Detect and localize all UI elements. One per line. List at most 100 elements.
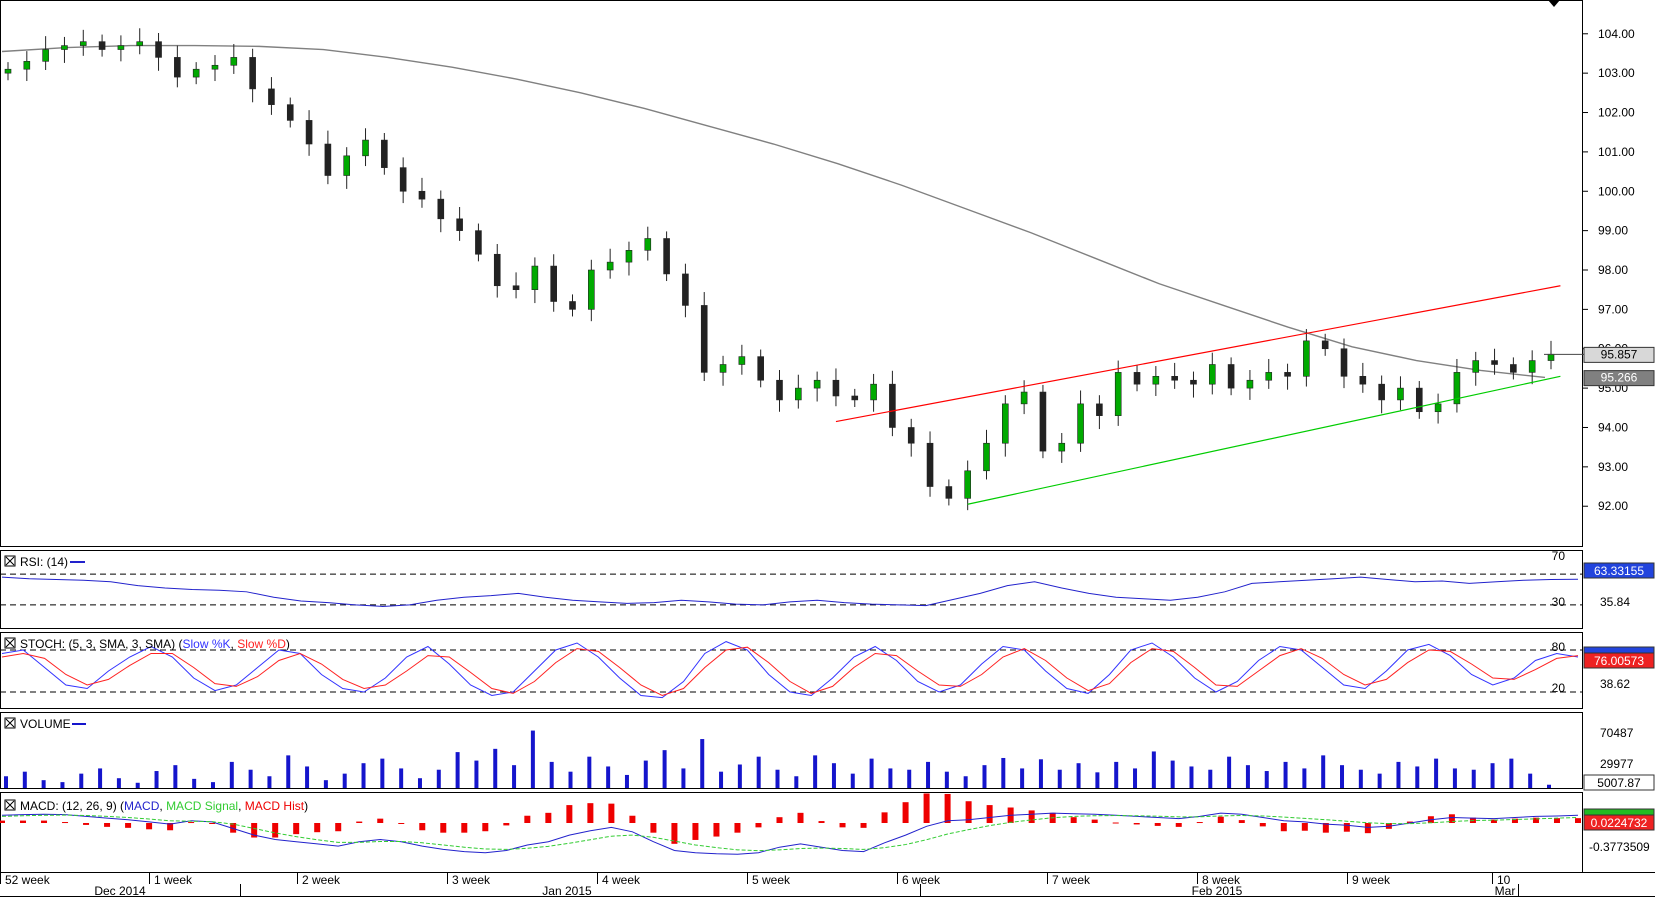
macd-hist-bar — [1343, 823, 1350, 832]
volume-bar — [436, 769, 441, 788]
volume-bar — [907, 769, 912, 788]
candle-body — [493, 253, 501, 287]
rsi-level-70: 70 — [1552, 549, 1566, 563]
macd-legend-hist: MACD Hist — [245, 799, 305, 813]
volume-bar — [1189, 766, 1194, 788]
candle-body — [211, 64, 219, 70]
macd-hist-bar — [461, 823, 468, 833]
volume-bar — [1208, 769, 1213, 788]
candle-body — [644, 238, 652, 251]
candle-body — [531, 265, 539, 290]
volume-bar — [1547, 784, 1551, 788]
volume-bar — [963, 776, 968, 788]
volume-bar — [794, 776, 799, 788]
volume-bar — [1095, 772, 1100, 788]
candle-body — [851, 395, 859, 401]
volume-tick-high: 70487 — [1600, 726, 1634, 740]
rsi-line — [1, 576, 1579, 607]
macd-hist-bar — [1175, 823, 1182, 827]
macd-legend-macd: MACD — [124, 799, 160, 813]
week-label: 1 week — [154, 873, 193, 887]
volume-bar — [512, 765, 517, 788]
moving-average-line — [1, 44, 1546, 379]
macd-hist-bar — [1448, 814, 1455, 823]
candle-body — [98, 41, 106, 50]
volume-bar — [1264, 771, 1269, 788]
macd-hist-bar — [1070, 817, 1077, 823]
macd-hist-bar — [104, 823, 111, 827]
stoch-pane[interactable] — [0, 632, 1583, 709]
volume-bar — [173, 765, 178, 788]
volume-bar — [1509, 758, 1514, 788]
candle-body — [795, 387, 802, 401]
stoch-extra-label: 38.62 — [1600, 677, 1630, 691]
candle-body — [832, 379, 840, 397]
candle-body — [1453, 372, 1461, 405]
volume-bar — [1076, 763, 1081, 788]
candle-body — [305, 120, 313, 145]
candle-body — [1058, 442, 1066, 452]
candle-body — [155, 41, 162, 58]
volume-pane[interactable] — [0, 712, 1583, 789]
main-pane[interactable] — [0, 0, 1583, 547]
volume-bar — [831, 763, 836, 788]
volume-bar — [1001, 757, 1006, 788]
macd-hist-bar — [1553, 818, 1560, 823]
macd-hist-bar — [1406, 821, 1413, 823]
macd-hist-bar — [587, 803, 594, 823]
macd-legend-signal: MACD Signal — [166, 799, 238, 813]
volume-bar — [248, 769, 253, 788]
macd-hist-bar — [440, 823, 447, 833]
macd-hist-bar — [755, 823, 762, 828]
volume-bar — [1151, 751, 1156, 788]
candle-body — [1378, 383, 1385, 401]
candle-body — [1321, 340, 1329, 350]
volume-bar — [192, 778, 197, 788]
macd-hist-bar — [881, 812, 888, 823]
candle-body — [1114, 372, 1122, 416]
volume-bar — [1490, 763, 1495, 788]
scroll-marker-icon[interactable] — [1548, 0, 1560, 7]
candle-body — [381, 139, 388, 168]
volume-bar — [210, 782, 215, 788]
macd-hist-bar — [230, 823, 237, 833]
volume-bar — [1358, 769, 1363, 788]
macd-hist-bar — [776, 817, 783, 823]
volume-bar — [813, 755, 818, 788]
volume-bar — [1340, 765, 1345, 788]
ma-value-label: 95.266 — [1583, 370, 1655, 387]
resistance-trendline — [835, 285, 1561, 423]
rsi-header: RSI: (14) — [4, 555, 85, 569]
macd-hist-bar — [83, 823, 90, 825]
macd-hist-bar — [314, 823, 321, 833]
volume-bar — [1434, 758, 1439, 788]
month-label: Mar — [1495, 884, 1516, 897]
candle-body — [1020, 391, 1028, 405]
macd-value: 0.0224732 — [1591, 816, 1648, 830]
candle-body — [249, 57, 256, 90]
volume-bar — [643, 760, 648, 788]
macd-hist-bar — [566, 805, 573, 823]
candle-body — [362, 139, 369, 157]
stoch-header: STOCH: (5, 3, SMA, 3, SMA) (Slow %K, Slo… — [4, 637, 290, 651]
volume-bar — [1038, 759, 1043, 788]
candle-body — [1491, 360, 1498, 365]
macd-hist-bar — [377, 818, 384, 823]
support-trendline — [967, 375, 1561, 505]
volume-bar — [98, 768, 103, 788]
candle-body — [1152, 375, 1160, 385]
week-label: 9 week — [1352, 873, 1391, 887]
macd-hist-bar — [1280, 823, 1287, 832]
macd-indicator: MACD: (12, 26, 9) (MACD, MACD Signal, MA… — [0, 793, 1655, 855]
price-pane: 104.00 103.00 102.00 101.00 100.00 99.00 98.00… — [1, 0, 1655, 513]
macd-hist-bar — [1575, 818, 1581, 823]
macd-hist-bar — [503, 823, 510, 826]
macd-line — [1, 812, 1579, 855]
macd-hist-bar — [1091, 819, 1098, 823]
volume-bar — [530, 730, 535, 788]
macd-hist-bar — [419, 823, 426, 831]
rsi-pane[interactable] — [0, 550, 1583, 629]
macd-hist-bar — [902, 802, 909, 823]
candle-body — [983, 442, 990, 472]
volume-bar — [850, 773, 855, 788]
